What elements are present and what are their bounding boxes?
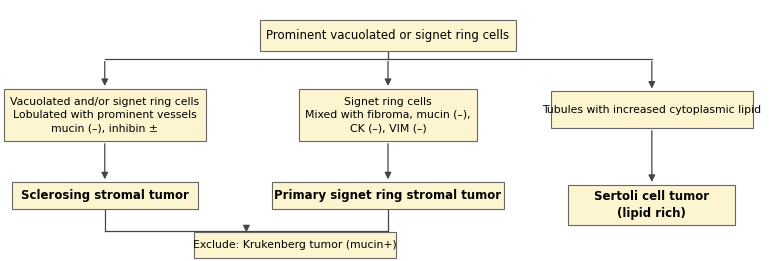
FancyBboxPatch shape — [12, 182, 198, 209]
FancyBboxPatch shape — [551, 91, 753, 128]
FancyBboxPatch shape — [4, 89, 206, 141]
FancyBboxPatch shape — [272, 182, 504, 209]
Text: Sclerosing stromal tumor: Sclerosing stromal tumor — [21, 189, 189, 202]
FancyBboxPatch shape — [260, 20, 516, 51]
Text: Primary signet ring stromal tumor: Primary signet ring stromal tumor — [275, 189, 501, 202]
FancyBboxPatch shape — [299, 89, 477, 141]
Text: Vacuolated and/or signet ring cells
Lobulated with prominent vessels
mucin (–), : Vacuolated and/or signet ring cells Lobu… — [10, 97, 199, 133]
Text: Signet ring cells
Mixed with fibroma, mucin (–),
CK (–), VIM (–): Signet ring cells Mixed with fibroma, mu… — [305, 97, 471, 133]
Text: Prominent vacuolated or signet ring cells: Prominent vacuolated or signet ring cell… — [266, 29, 510, 42]
FancyBboxPatch shape — [194, 232, 396, 258]
Text: Tubules with increased cytoplasmic lipid: Tubules with increased cytoplasmic lipid — [542, 105, 761, 115]
FancyBboxPatch shape — [568, 185, 735, 225]
Text: Sertoli cell tumor
(lipid rich): Sertoli cell tumor (lipid rich) — [594, 190, 709, 220]
Text: Exclude: Krukenberg tumor (mucin+): Exclude: Krukenberg tumor (mucin+) — [193, 240, 397, 250]
